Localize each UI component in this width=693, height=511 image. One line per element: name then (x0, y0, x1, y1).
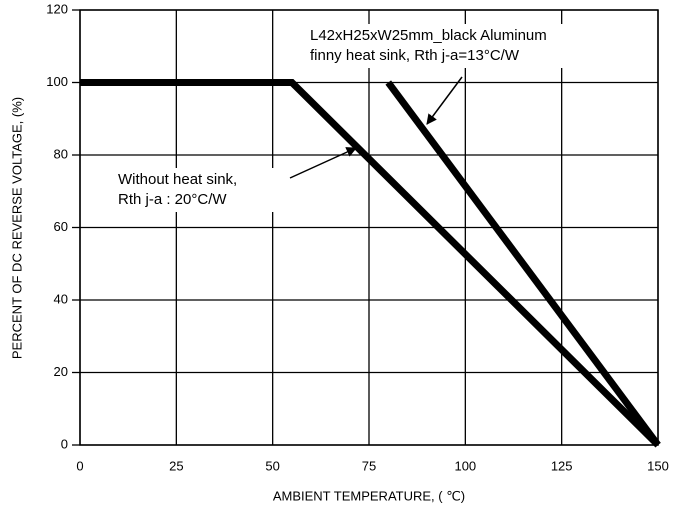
annotation-box (300, 24, 630, 68)
annotation-text: Without heat sink, (118, 171, 237, 188)
series-line (80, 79, 661, 448)
annotation-arrow (426, 76, 463, 125)
y-tick-label: 40 (54, 291, 68, 306)
y-axis-label: PERCENT OF DC REVERSE VOLTAGE, (%) (9, 97, 24, 359)
y-tick-label: 120 (46, 1, 68, 16)
annotation-arrow (289, 147, 357, 179)
y-tick-label: 20 (54, 364, 68, 379)
annotation-text: finny heat sink, Rth j-a=13°C/W (310, 47, 520, 64)
series-line (385, 80, 661, 448)
x-tick-label: 150 (647, 458, 669, 473)
annotation-text: L42xH25xW25mm_black Aluminum (310, 27, 547, 44)
y-tick-label: 100 (46, 74, 68, 89)
x-tick-label: 100 (454, 458, 476, 473)
x-tick-label: 125 (551, 458, 573, 473)
annotation-box (108, 168, 278, 212)
y-tick-label: 60 (54, 219, 68, 234)
lines (80, 79, 661, 448)
y-tick-label: 0 (61, 436, 68, 451)
x-tick-label: 0 (76, 458, 83, 473)
x-axis-label: AMBIENT TEMPERATURE, ( ℃) (273, 488, 465, 503)
x-tick-label: 50 (265, 458, 279, 473)
x-tick-label: 25 (169, 458, 183, 473)
grid (72, 9, 659, 446)
y-tick-label: 80 (54, 146, 68, 161)
x-tick-label: 75 (362, 458, 376, 473)
plot-border (79, 9, 659, 446)
annotation-text: Rth j-a : 20°C/W (118, 191, 227, 208)
